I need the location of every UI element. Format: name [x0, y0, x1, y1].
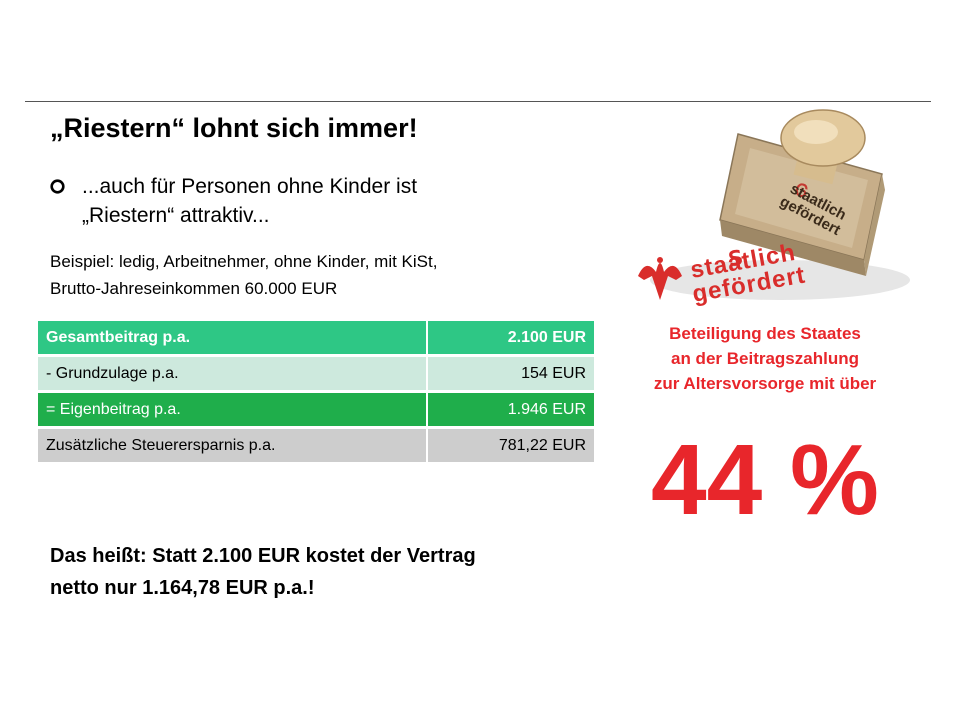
- bullet-circle-icon: [50, 179, 65, 194]
- table-row: Gesamtbeitrag p.a. 2.100 EUR: [38, 321, 594, 357]
- conclusion-line-2: netto nur 1.164,78 EUR p.a.!: [50, 577, 315, 599]
- top-divider: [25, 101, 931, 102]
- example-description: Beispiel: ledig, Arbeitnehmer, ohne Kind…: [50, 248, 437, 302]
- caption-line-2: an der Beitragszahlung: [671, 349, 859, 368]
- table-row: - Grundzulage p.a. 154 EUR: [38, 355, 594, 393]
- row-label: Zusätzliche Steuerersparnis p.a.: [38, 427, 428, 465]
- example-line-1: Beispiel: ledig, Arbeitnehmer, ohne Kind…: [50, 252, 438, 271]
- contribution-table: Gesamtbeitrag p.a. 2.100 EUR - Grundzula…: [38, 321, 594, 465]
- row-label: - Grundzulage p.a.: [38, 355, 428, 393]
- eagle-emblem-icon: [638, 257, 682, 300]
- stamp-handle-icon: [780, 109, 866, 185]
- example-line-2: Brutto-Jahreseinkommen 60.000 EUR: [50, 279, 338, 298]
- row-label: = Eigenbeitrag p.a.: [38, 391, 428, 429]
- svg-text:Ꮆ: Ꮆ: [793, 180, 810, 202]
- caption-line-1: Beteiligung des Staates: [669, 324, 861, 343]
- conclusion-line-1: Das heißt: Statt 2.100 EUR kostet der Ve…: [50, 545, 476, 567]
- stamp-illustration: Ꮆ staatlich gefördert ꜱ staatlich geförd…: [638, 109, 910, 308]
- row-label: Gesamtbeitrag p.a.: [38, 321, 428, 357]
- table-row: Zusätzliche Steuerersparnis p.a. 781,22 …: [38, 427, 594, 465]
- caption-line-3: zur Altersvorsorge mit über: [653, 374, 877, 393]
- slide-title: „Riestern“ lohnt sich immer!: [50, 113, 418, 143]
- svg-text:ꜱ: ꜱ: [726, 240, 747, 272]
- row-value: 2.100 EUR: [427, 321, 594, 357]
- percentage-value: 44 %: [651, 424, 879, 536]
- bullet-line-2: „Riestern“ attraktiv...: [82, 204, 270, 227]
- state-participation-caption: Beteiligung des Staates an der Beitragsz…: [600, 321, 930, 396]
- row-value: 154 EUR: [427, 355, 594, 393]
- row-value: 1.946 EUR: [427, 391, 594, 429]
- table-row: = Eigenbeitrag p.a. 1.946 EUR: [38, 391, 594, 429]
- bullet-line-1: ...auch für Personen ohne Kinder ist: [82, 175, 418, 198]
- conclusion-text: Das heißt: Statt 2.100 EUR kostet der Ve…: [50, 540, 476, 604]
- row-value: 781,22 EUR: [427, 427, 594, 465]
